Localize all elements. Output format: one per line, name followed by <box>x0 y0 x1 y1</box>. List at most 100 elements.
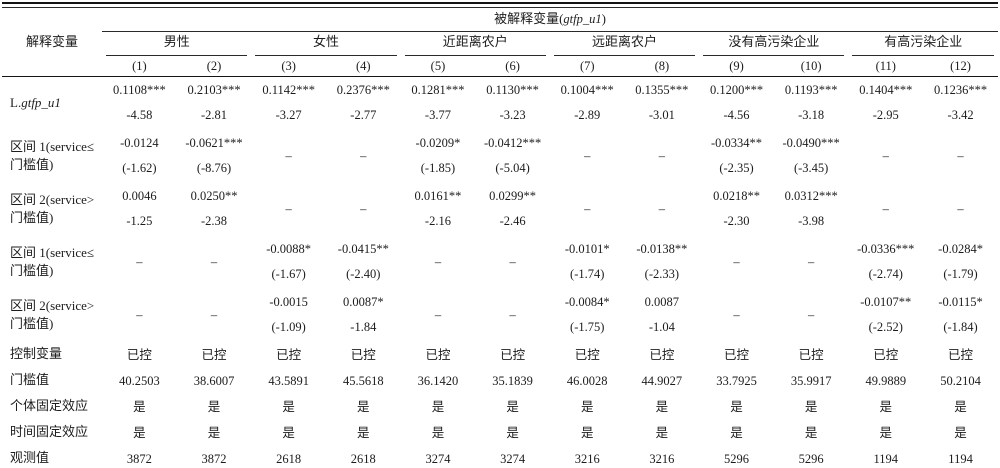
t-statistic-value: -2.46 <box>499 214 526 229</box>
row-label-controls: 控制变量 <box>10 346 63 362</box>
cell-interval2-a-col1: 0.0046 -1.25 <box>102 183 177 236</box>
coefficient-value: 0.0046 <box>122 189 157 204</box>
cell-interval1-a-col3: – <box>251 130 326 183</box>
empty-cell-dash: – <box>733 254 740 269</box>
cell-interval2-a-col3: – <box>251 183 326 236</box>
row-label-interval1-b: 区间 1(service≤门槛值) <box>10 244 95 279</box>
t-statistic-value: -3.27 <box>275 108 302 123</box>
t-statistic-value: -1.25 <box>126 214 153 229</box>
cell-interval1-a-col7: – <box>550 130 625 183</box>
table-row-controls: 控制变量 已控 已控 已控 已控 已控 已控 已控 已控 已控 已控 已控 已控 <box>2 342 998 368</box>
cell-controls-col9: 已控 <box>724 347 750 362</box>
t-statistic-value: -3.77 <box>424 108 451 123</box>
cell-l-gtfp-u1-col9: 0.1200*** -4.56 <box>699 76 774 130</box>
header-group-female: 女性 <box>251 32 400 56</box>
cell-interval1-a-col10: -0.0490*** (-3.45) <box>774 130 849 183</box>
t-statistic-value: -2.77 <box>350 108 377 123</box>
cell-interval1-a-col2: -0.0621*** (-8.76) <box>177 130 252 183</box>
coefficient-value: -0.0334** <box>710 136 763 151</box>
table-row-interval2-a: 区间 2(service>门槛值) 0.0046 -1.25 0.0250** -2.3… <box>2 183 998 236</box>
cell-threshold-value-col2: 38.6007 <box>193 373 235 388</box>
coefficient-value: -0.0115* <box>938 295 983 310</box>
table-row-l-gtfp-u1: L.gtfp_u1 0.1108*** -4.58 0.2103*** -2.81 0.1… <box>2 76 998 130</box>
cell-interval2-a-col11: – <box>848 183 923 236</box>
empty-cell-dash: – <box>360 201 367 216</box>
t-statistic-value: (-2.74) <box>868 267 903 282</box>
cell-interval1-a-col1: -0.0124 (-1.62) <box>102 130 177 183</box>
cell-individual-fe-col8: 是 <box>655 399 669 414</box>
t-statistic-value: (-3.45) <box>793 161 829 176</box>
col-number-12: (12) <box>923 55 998 77</box>
coefficient-value: -0.0621*** <box>185 136 243 151</box>
empty-cell-dash: – <box>658 148 665 163</box>
t-statistic-value: -3.42 <box>947 108 974 123</box>
header-group-pollution-firms: 有高污染企业 <box>848 32 998 56</box>
cell-threshold-value-col11: 49.9889 <box>865 373 907 388</box>
coefficient-value: 0.1130*** <box>486 83 539 98</box>
cell-l-gtfp-u1-col2: 0.2103*** -2.81 <box>177 76 252 130</box>
cell-interval2-a-col10: 0.0312*** -3.98 <box>774 183 849 236</box>
row-label-individual-fe: 个体固定效应 <box>10 398 89 414</box>
dep-var-suffix: ) <box>601 11 606 27</box>
cell-l-gtfp-u1-col3: 0.1142*** -3.27 <box>251 76 326 130</box>
empty-cell-dash: – <box>658 201 665 216</box>
cell-threshold-value-col12: 50.2104 <box>940 373 981 388</box>
dep-var-name: gtfp_u1 <box>563 12 602 27</box>
cell-time-fe-col4: 是 <box>357 425 370 440</box>
row-label-threshold-value: 门槛值 <box>10 372 50 388</box>
cell-l-gtfp-u1-col12: 0.1236*** -3.42 <box>923 76 998 130</box>
empty-cell-dash: – <box>882 201 889 216</box>
cell-interval2-a-col8: – <box>625 183 700 236</box>
cell-interval2-b-col3: -0.0015 (-1.09) <box>251 289 326 342</box>
table-row-interval1-b: 区间 1(service≤门槛值) – – -0.0088* (-1.67) -0.041… <box>2 236 998 289</box>
cell-interval2-b-col4: 0.0087* -1.84 <box>326 289 401 342</box>
t-statistic-value: (-1.75) <box>570 320 605 335</box>
empty-cell-dash: – <box>210 307 218 322</box>
cell-threshold-value-col3: 43.5891 <box>268 373 309 388</box>
cell-time-fe-col6: 是 <box>506 425 519 440</box>
col-number-9: (9) <box>699 55 774 77</box>
cell-threshold-value-col1: 40.2503 <box>119 373 160 388</box>
t-statistic-value: -3.23 <box>499 108 526 123</box>
cell-interval1-a-col8: – <box>625 130 700 183</box>
cell-controls-col11: 已控 <box>873 347 899 362</box>
coefficient-value: 0.1200*** <box>709 83 764 98</box>
table-top-rule <box>2 2 998 8</box>
table-row-threshold-value: 门槛值 40.2503 38.6007 43.5891 45.5618 36.1420 35… <box>2 368 998 394</box>
empty-cell-dash: – <box>136 254 143 269</box>
coefficient-value: -0.0284* <box>938 242 983 257</box>
t-statistic-value: (-2.35) <box>719 161 754 176</box>
cell-interval2-b-col8: 0.0087 -1.04 <box>625 289 700 342</box>
col-number-11: (11) <box>848 55 924 77</box>
cell-observations-col7: 3216 <box>574 451 600 466</box>
explain-var-header: 解释变量 <box>2 8 103 77</box>
empty-cell-dash: – <box>509 254 516 269</box>
t-statistic-value: (-5.04) <box>495 161 530 176</box>
cell-interval1-b-col11: -0.0336*** (-2.74) <box>848 236 923 289</box>
cell-controls-col10: 已控 <box>798 347 824 362</box>
t-statistic-value: (-1.67) <box>271 267 306 282</box>
cell-controls-col8: 已控 <box>649 347 675 362</box>
t-statistic-value: -2.16 <box>424 214 451 229</box>
empty-cell-dash: – <box>210 254 218 269</box>
coefficient-value: 0.1142*** <box>262 83 315 98</box>
cell-time-fe-col12: 是 <box>954 425 967 440</box>
cell-individual-fe-col5: 是 <box>431 399 445 414</box>
cell-interval1-a-col5: -0.0209* (-1.85) <box>401 130 476 183</box>
cell-controls-col6: 已控 <box>500 347 526 362</box>
coefficient-value: 0.1236*** <box>933 83 988 98</box>
table-row-observations: 观测值 3872 3872 2618 2618 3274 3274 3216 3216 5296 5… <box>2 446 998 468</box>
cell-time-fe-col1: 是 <box>133 425 146 440</box>
cell-observations-col5: 3274 <box>425 451 451 466</box>
cell-interval1-a-col11: – <box>848 130 923 183</box>
cell-interval1-b-col5: – <box>401 236 476 289</box>
cell-interval2-b-col9: – <box>699 289 774 342</box>
empty-cell-dash: – <box>733 307 740 322</box>
header-group-far-farmers: 远距离农户 <box>550 32 699 56</box>
coefficient-value: -0.0490*** <box>782 136 840 151</box>
coefficient-value: 0.0161** <box>414 189 462 204</box>
cell-observations-col8: 3216 <box>649 451 675 466</box>
coefficient-value: -0.0088* <box>266 242 312 257</box>
t-statistic-value: -2.30 <box>723 214 750 229</box>
